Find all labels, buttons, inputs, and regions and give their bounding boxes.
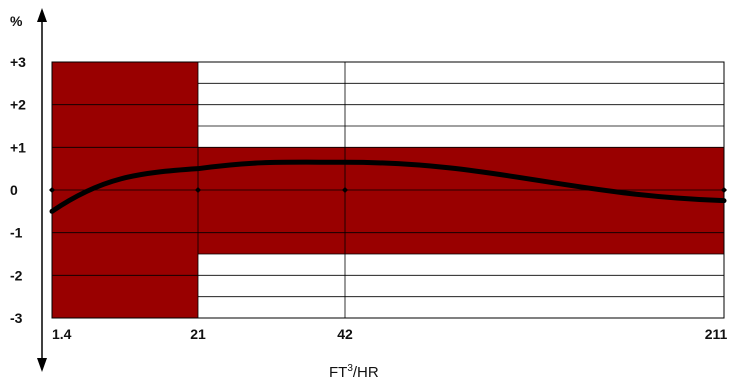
- y-tick-label: +2: [10, 97, 26, 113]
- zero-marker: [49, 187, 55, 193]
- y-tick-label: +1: [10, 139, 26, 155]
- zero-marker: [195, 187, 201, 193]
- y-tick-label: -1: [10, 225, 23, 241]
- x-tick-label: 1.4: [52, 326, 72, 342]
- x-tick-label: 211: [705, 326, 728, 342]
- x-axis-label-main: FT: [329, 364, 347, 381]
- x-tick-label: 42: [337, 326, 353, 342]
- y-unit-label: %: [10, 13, 23, 29]
- axes: [37, 8, 47, 372]
- zero-marker: [342, 187, 348, 193]
- y-tick-label: 0: [10, 182, 18, 198]
- curve-layer: [49, 159, 727, 214]
- zero-marker: [721, 187, 727, 193]
- y-axis-arrow-top: [37, 8, 47, 22]
- accuracy-curve: [49, 159, 727, 214]
- x-axis-label: FT3/HR: [329, 363, 379, 381]
- y-tick-label: -3: [10, 310, 23, 326]
- y-axis-arrow-bottom: [37, 358, 47, 372]
- x-tick-label: 21: [190, 326, 206, 342]
- y-tick-label: -2: [10, 267, 23, 283]
- tolerance-band-2: [198, 147, 724, 254]
- x-axis-label-sup: 3: [347, 363, 353, 374]
- x-axis-label-tail: /HR: [353, 364, 379, 381]
- tick-labels: +3 +2 +1 0 -1 -2 -3 1.4 21 42 211: [10, 54, 728, 342]
- y-tick-label: +3: [10, 54, 26, 70]
